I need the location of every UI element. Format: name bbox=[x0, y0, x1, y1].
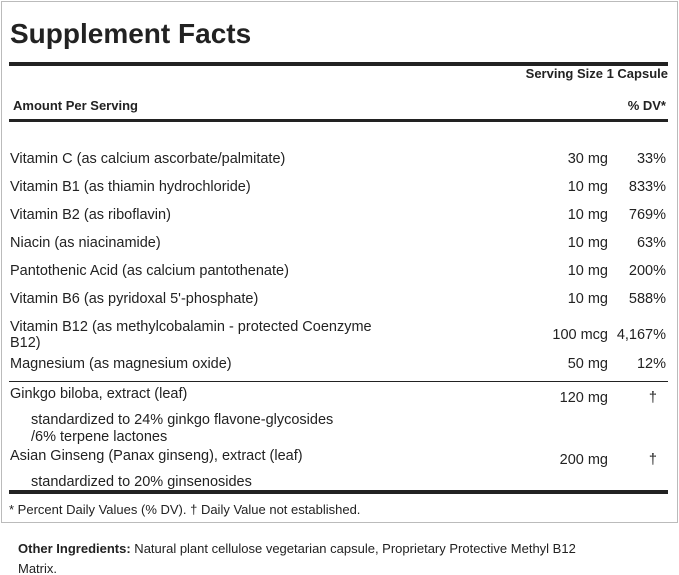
dv-header: % DV* bbox=[627, 98, 666, 113]
footnote: * Percent Daily Values (% DV). † Daily V… bbox=[9, 502, 361, 517]
nutrient-dv: 588% bbox=[628, 291, 666, 307]
nutrient-dv: 200% bbox=[628, 263, 666, 279]
other-ingredients: Other Ingredients: Natural plant cellulo… bbox=[18, 541, 576, 557]
facts-panel bbox=[1, 1, 678, 523]
serving-size: Serving Size 1 Capsule bbox=[525, 66, 668, 81]
nutrient-name: Niacin (as niacinamide) bbox=[10, 235, 161, 251]
nutrient-dv: 769% bbox=[628, 207, 666, 223]
nutrient-dv: 833% bbox=[628, 179, 666, 195]
herb-dv: † bbox=[648, 452, 657, 468]
nutrient-name-cont: B12) bbox=[10, 335, 41, 351]
header-rule bbox=[9, 119, 668, 122]
nutrient-name: Pantothenic Acid (as calcium pantothenat… bbox=[10, 263, 289, 279]
nutrient-amount: 10 mg bbox=[567, 179, 608, 195]
nutrient-name: Vitamin B12 (as methylcobalamin - protec… bbox=[10, 319, 372, 335]
herb-amount: 200 mg bbox=[559, 452, 608, 468]
nutrient-amount: 100 mcg bbox=[552, 327, 608, 343]
nutrient-name: Magnesium (as magnesium oxide) bbox=[10, 356, 232, 372]
amount-per-serving-header: Amount Per Serving bbox=[13, 98, 138, 113]
herb-standardization: standardized to 24% ginkgo flavone-glyco… bbox=[31, 412, 334, 428]
nutrient-dv: 63% bbox=[636, 235, 666, 251]
herb-name: Ginkgo biloba, extract (leaf) bbox=[10, 386, 188, 402]
nutrient-amount: 10 mg bbox=[567, 235, 608, 251]
nutrient-name: Vitamin C (as calcium ascorbate/palmitat… bbox=[10, 151, 286, 167]
section-divider bbox=[9, 381, 668, 382]
nutrient-name: Vitamin B1 (as thiamin hydrochloride) bbox=[10, 179, 251, 195]
other-ingredients-cont: Matrix. bbox=[18, 561, 57, 575]
nutrient-amount: 50 mg bbox=[567, 356, 608, 372]
nutrient-dv: 4,167% bbox=[616, 327, 666, 343]
other-ingredients-label: Other Ingredients: bbox=[18, 541, 131, 556]
nutrient-dv: 12% bbox=[636, 356, 666, 372]
nutrient-amount: 30 mg bbox=[567, 151, 608, 167]
nutrient-name: Vitamin B2 (as riboflavin) bbox=[10, 207, 171, 223]
other-ingredients-text: Natural plant cellulose vegetarian capsu… bbox=[130, 541, 576, 556]
herb-standardization: standardized to 20% ginsenosides bbox=[31, 474, 252, 490]
nutrient-amount: 10 mg bbox=[567, 263, 608, 279]
herb-name: Asian Ginseng (Panax ginseng), extract (… bbox=[10, 448, 303, 464]
nutrient-dv: 33% bbox=[636, 151, 666, 167]
bottom-rule bbox=[9, 490, 668, 494]
nutrient-name: Vitamin B6 (as pyridoxal 5'-phosphate) bbox=[10, 291, 259, 307]
nutrient-amount: 10 mg bbox=[567, 291, 608, 307]
panel-title: Supplement Facts bbox=[10, 18, 252, 49]
herb-standardization-cont: /6% terpene lactones bbox=[31, 429, 168, 445]
herb-amount: 120 mg bbox=[559, 390, 608, 406]
herb-dv: † bbox=[648, 390, 657, 406]
thick-rule bbox=[9, 62, 668, 66]
nutrient-amount: 10 mg bbox=[567, 207, 608, 223]
